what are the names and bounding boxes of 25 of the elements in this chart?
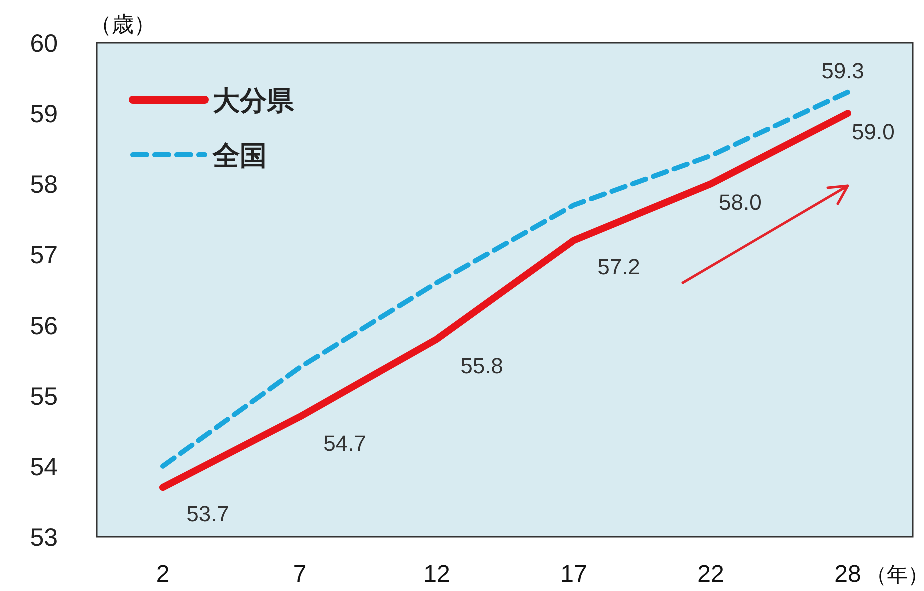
x-tick-label: 12 — [424, 561, 450, 588]
y-tick-label: 59 — [30, 100, 58, 129]
y-tick-label: 56 — [30, 312, 58, 340]
legend-label: 大分県 — [213, 86, 295, 116]
x-tick-label: 2 — [156, 561, 170, 588]
data-label: 58.0 — [719, 190, 762, 216]
data-label: 54.7 — [324, 431, 366, 456]
y-axis-title: （歳） — [90, 12, 156, 37]
y-tick-label: 55 — [30, 382, 58, 411]
y-tick-label: 53 — [30, 524, 58, 552]
x-tick-label: 22 — [698, 561, 724, 588]
data-label: 53.7 — [186, 502, 230, 527]
legend-label: 全国 — [212, 141, 267, 171]
x-tick-label: 28 — [834, 561, 862, 588]
x-axis-title: （年） — [866, 564, 924, 587]
x-tick-label: 17 — [560, 561, 588, 588]
y-tick-label: 57 — [30, 242, 58, 270]
data-label: 59.3 — [822, 58, 864, 84]
y-tick-label: 54 — [30, 453, 58, 482]
y-tick-label: 58 — [30, 171, 58, 200]
x-tick-label: 7 — [293, 561, 307, 588]
data-label: 55.8 — [460, 353, 504, 378]
data-label: 59.0 — [852, 120, 895, 145]
y-tick-label: 60 — [30, 30, 58, 58]
data-label: 57.2 — [598, 254, 640, 280]
